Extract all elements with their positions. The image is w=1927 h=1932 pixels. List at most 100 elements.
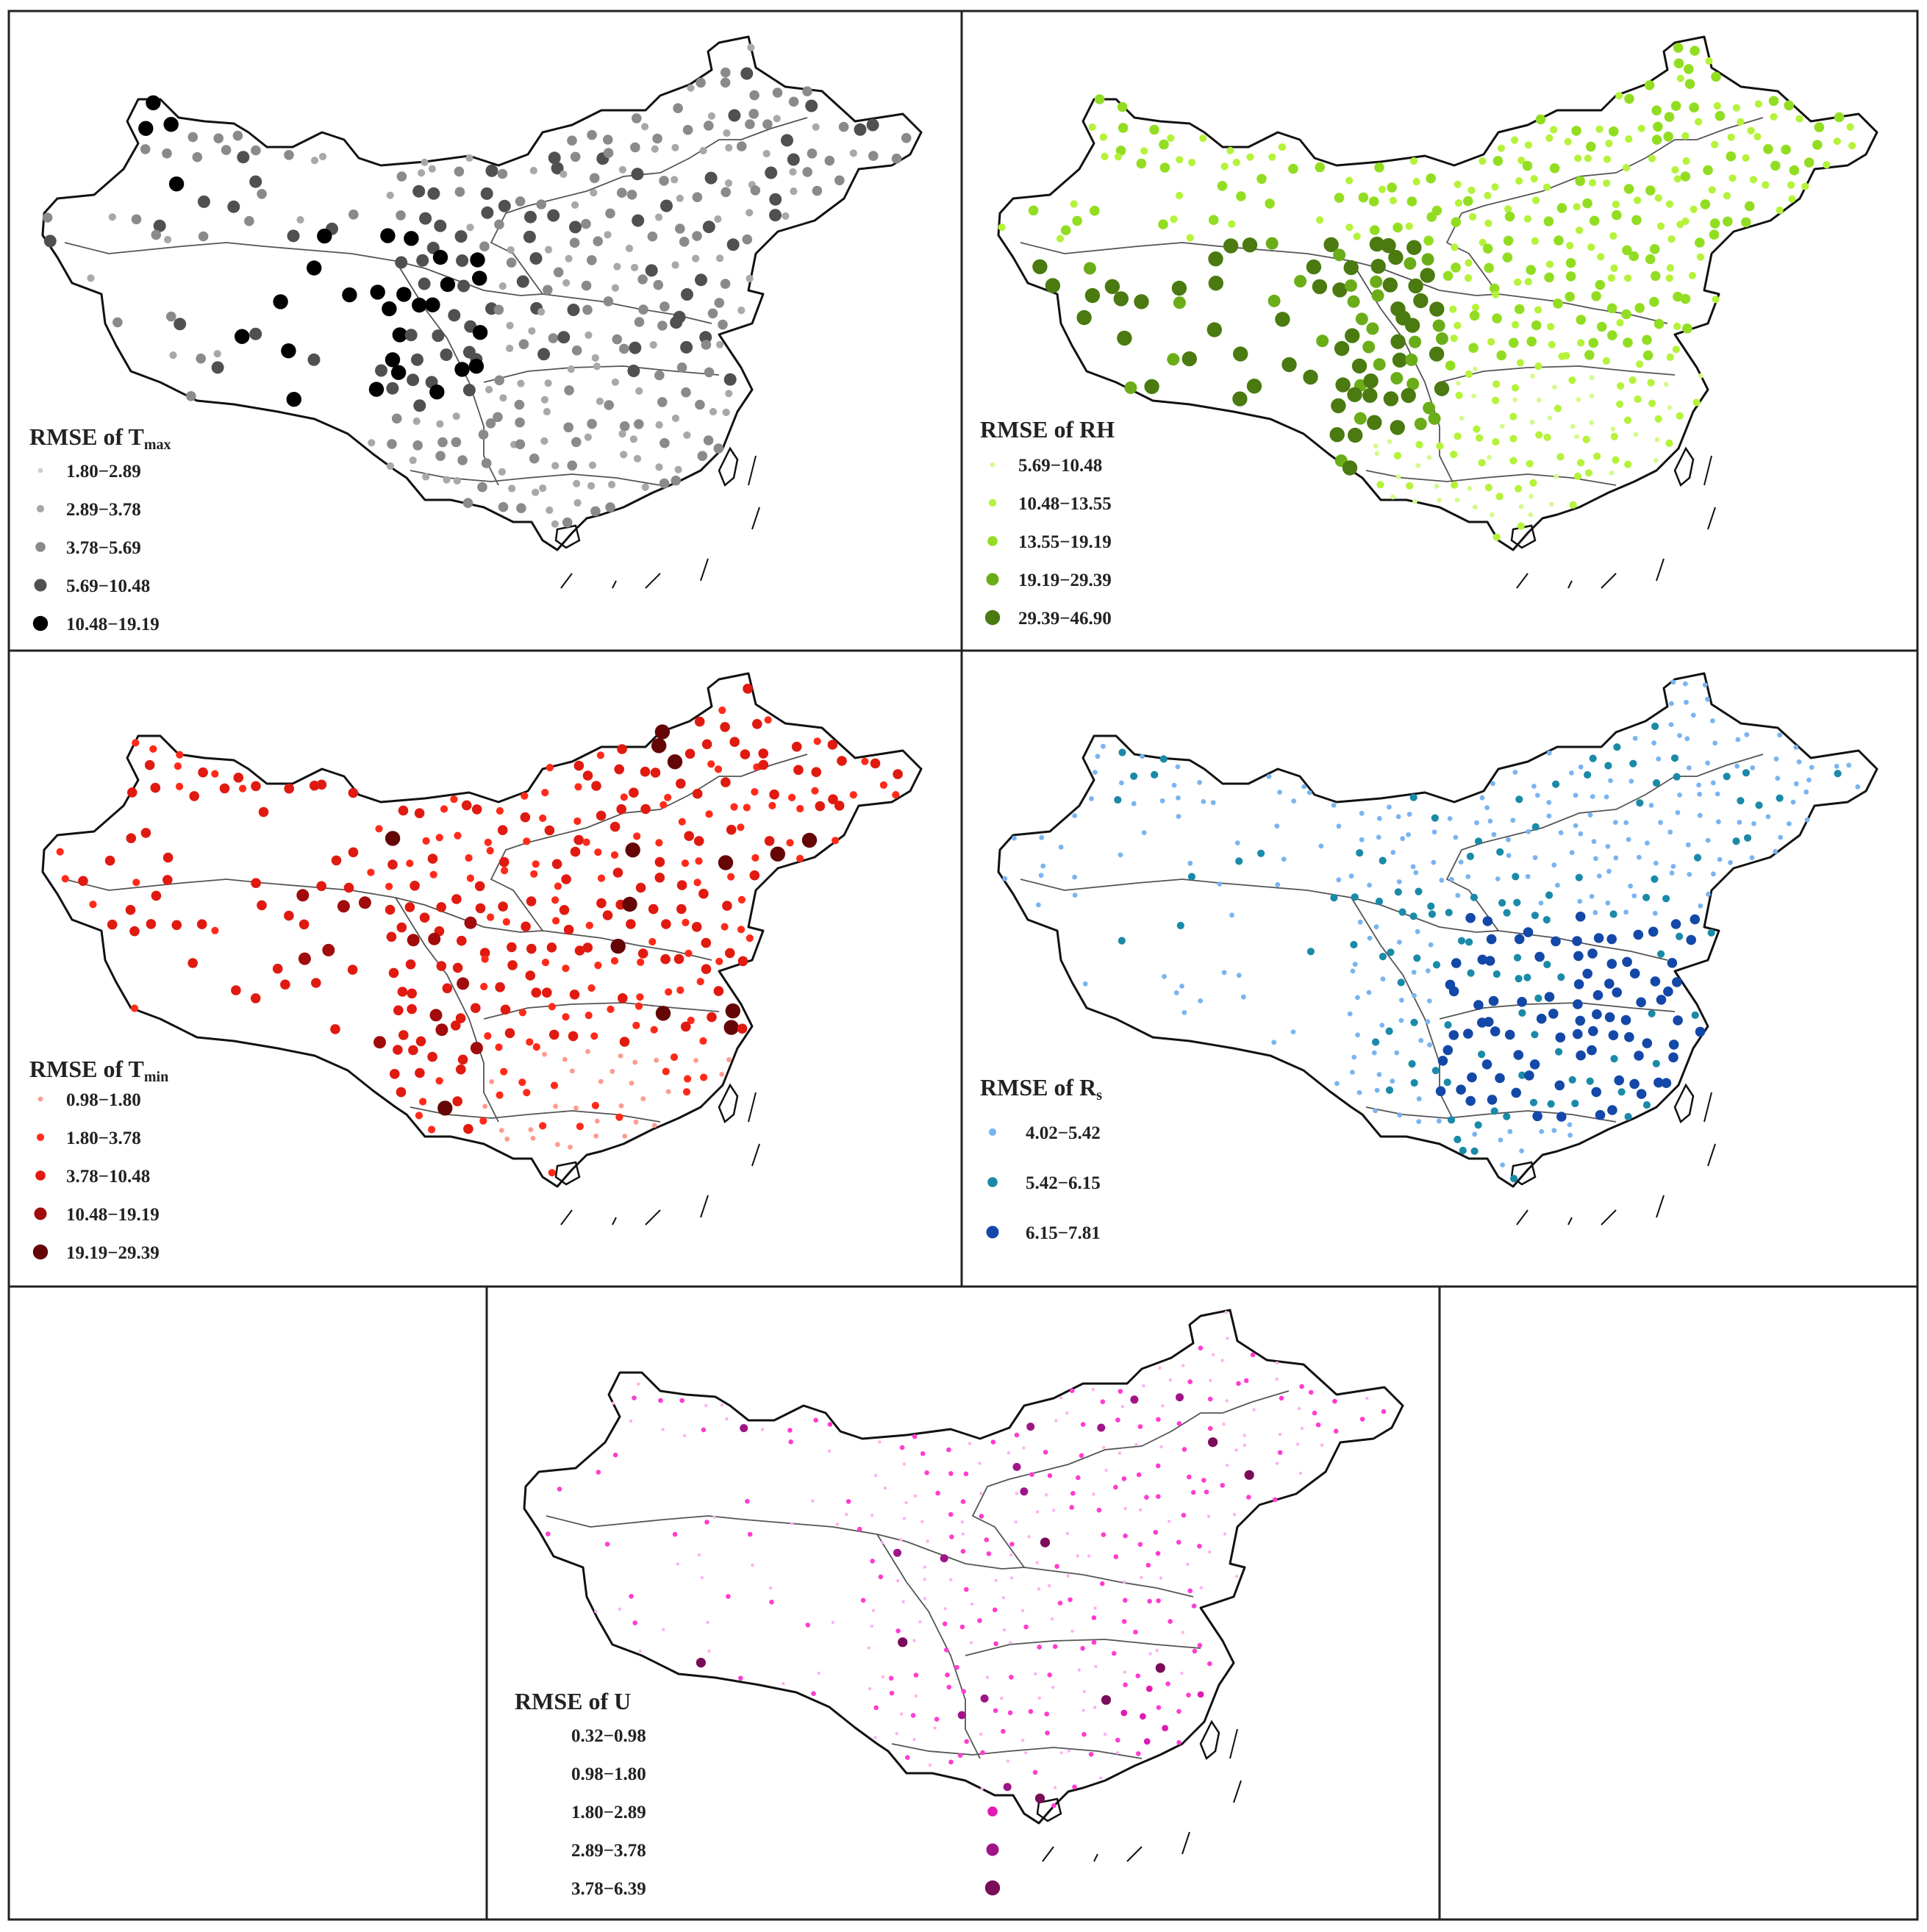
legend-label: 19.19−29.39 (1018, 570, 1112, 590)
station-marker (1345, 223, 1354, 232)
station-marker (1636, 360, 1644, 368)
station-marker (1673, 322, 1681, 331)
station-marker (61, 875, 69, 883)
station-marker (617, 187, 627, 198)
station-marker (1667, 235, 1676, 243)
station-marker (1101, 743, 1106, 749)
station-marker (748, 109, 759, 119)
station-marker (1054, 1419, 1058, 1423)
station-marker (427, 187, 440, 200)
station-marker (961, 1532, 965, 1536)
station-marker (977, 1618, 982, 1623)
station-marker (655, 839, 663, 847)
station-marker (1573, 979, 1584, 990)
station-marker (631, 263, 639, 272)
station-marker (1381, 237, 1396, 254)
station-marker (523, 837, 531, 845)
legend-label: 0.32−0.98 (571, 1726, 646, 1746)
station-marker (1363, 373, 1379, 389)
station-marker (1070, 200, 1078, 208)
station-marker (380, 228, 396, 243)
map-panel-u: RMSE of U 0.32−0.980.98−1.801.80−2.892.8… (515, 1309, 1404, 1899)
station-marker (1415, 440, 1423, 449)
station-marker (530, 1136, 536, 1141)
station-marker (1116, 1751, 1120, 1755)
station-marker (751, 1563, 754, 1567)
station-marker (421, 158, 429, 166)
station-marker (562, 965, 570, 973)
station-marker (1492, 437, 1500, 446)
station-marker (746, 274, 754, 282)
station-marker (707, 1649, 711, 1653)
station-marker (316, 881, 327, 892)
station-marker (1524, 141, 1532, 149)
station-marker (419, 1098, 427, 1106)
station-marker (1682, 323, 1692, 334)
station-marker (1687, 872, 1692, 877)
station-marker (1274, 823, 1280, 829)
map-panel-tmin: RMSE of Tmin 0.98−1.801.80−3.783.78−10.4… (29, 672, 923, 1263)
station-marker (1652, 779, 1661, 787)
station-marker (640, 1096, 646, 1101)
station-marker (1234, 840, 1240, 845)
station-marker (1448, 1030, 1459, 1040)
station-marker (1032, 1770, 1038, 1775)
station-marker (1565, 257, 1576, 268)
station-marker (1093, 1706, 1097, 1709)
station-marker (1115, 1737, 1120, 1743)
station-marker (1181, 1447, 1187, 1452)
station-marker (1120, 1405, 1125, 1409)
station-marker (1456, 1084, 1466, 1095)
station-marker (1374, 162, 1384, 173)
station-marker (1409, 793, 1417, 801)
station-marker (1345, 328, 1360, 343)
station-marker (1428, 942, 1434, 948)
station-marker (1524, 278, 1532, 286)
station-marker (834, 175, 845, 186)
station-marker (749, 870, 760, 881)
station-marker (945, 1672, 950, 1678)
station-marker (1020, 1487, 1029, 1496)
station-marker (544, 246, 553, 254)
station-marker (1526, 265, 1536, 276)
station-marker (1517, 522, 1525, 530)
station-marker (1515, 795, 1523, 804)
station-marker (1510, 1175, 1518, 1183)
station-marker (870, 758, 881, 769)
station-marker (1190, 1489, 1196, 1495)
station-marker (699, 146, 707, 155)
station-marker (500, 1004, 511, 1015)
station-marker (573, 1105, 579, 1111)
station-marker (568, 1145, 573, 1150)
station-marker (387, 439, 397, 449)
station-marker (1058, 844, 1064, 850)
station-marker (1454, 321, 1462, 329)
station-marker (1624, 1031, 1634, 1042)
station-marker (1068, 1597, 1073, 1603)
station-marker (1508, 337, 1519, 348)
station-marker (1236, 1381, 1241, 1387)
station-marker (1713, 101, 1721, 110)
station-marker (1045, 1731, 1050, 1736)
station-marker (726, 1594, 731, 1599)
station-marker (787, 1428, 793, 1433)
station-marker (1479, 238, 1487, 246)
station-marker (720, 77, 731, 88)
station-marker (541, 959, 550, 967)
station-marker (1118, 748, 1126, 756)
station-marker (604, 400, 614, 410)
station-marker (1612, 987, 1622, 998)
station-marker (462, 384, 476, 397)
station-marker (1467, 1072, 1477, 1083)
station-marker (1742, 769, 1750, 777)
station-marker (1306, 790, 1312, 795)
station-marker (1833, 137, 1841, 146)
station-marker (415, 1112, 423, 1120)
station-marker (1226, 146, 1234, 154)
station-marker (614, 764, 624, 775)
station-marker (1667, 829, 1673, 835)
station-marker (198, 231, 209, 242)
station-marker (1300, 1426, 1304, 1431)
station-marker (471, 804, 482, 815)
station-marker (1395, 814, 1401, 820)
